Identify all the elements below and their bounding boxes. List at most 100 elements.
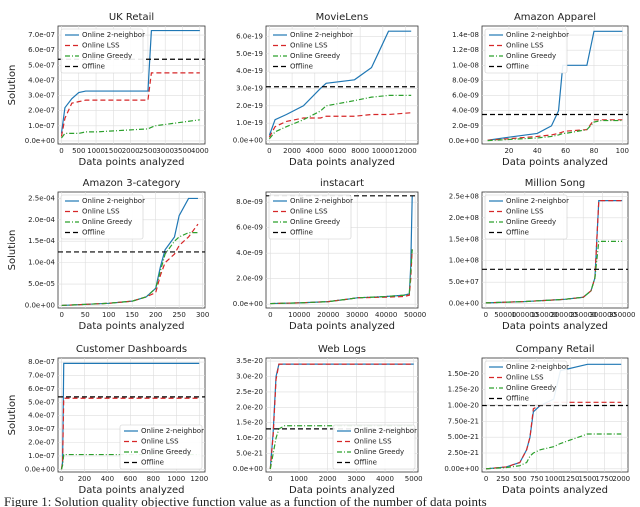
y-tick-label: 0.0e+00 bbox=[25, 301, 55, 309]
x-tick-label: 0 bbox=[484, 311, 488, 319]
x-tick-label: 1200 bbox=[190, 475, 208, 483]
y-tick-label: 0.0e+00 bbox=[233, 465, 263, 473]
y-tick-label: 8.0e-09 bbox=[236, 198, 263, 206]
legend-box bbox=[484, 194, 568, 240]
y-tick-label: 4.0e-19 bbox=[236, 67, 263, 75]
x-tick-label: 10000 bbox=[372, 147, 394, 155]
x-tick-label: 1000 bbox=[545, 475, 563, 483]
x-tick-label: 750 bbox=[530, 475, 543, 483]
legend-label: Online 2-neighbor bbox=[82, 197, 145, 205]
y-tick-label: 4.0e-09 bbox=[236, 249, 263, 257]
series-line bbox=[486, 433, 622, 470]
x-tick-label: 40 bbox=[533, 147, 542, 155]
chart-title: Customer Dashboards bbox=[76, 344, 187, 355]
x-tick-label: 100000 bbox=[511, 311, 538, 319]
legend-box bbox=[119, 424, 203, 470]
legend-label: Offline bbox=[290, 229, 313, 237]
x-axis-label: Data points analyzed bbox=[502, 485, 608, 496]
legend-box bbox=[484, 28, 568, 74]
x-tick-label: 0 bbox=[268, 475, 272, 483]
x-tick-label: 4000 bbox=[376, 475, 394, 483]
legend-label: Online Greedy bbox=[354, 448, 404, 456]
chart-title: instacart bbox=[320, 178, 364, 189]
y-tick-label: 5.00e-21 bbox=[448, 433, 479, 441]
y-tick-label: 5.0e-05 bbox=[28, 280, 55, 288]
legend-label: Online LSS bbox=[506, 374, 544, 382]
y-tick-label: 2.0e-04 bbox=[28, 216, 55, 224]
legend-label: Online 2-neighbor bbox=[141, 427, 204, 435]
x-tick-label: 50000 bbox=[494, 311, 516, 319]
x-tick-label: 800 bbox=[147, 475, 160, 483]
x-tick-label: 0 bbox=[484, 475, 488, 483]
series-line bbox=[268, 30, 412, 136]
y-tick-label: 2.0e-09 bbox=[452, 122, 479, 130]
y-tick-label: 5.0e+07 bbox=[449, 278, 479, 286]
series-line bbox=[60, 29, 200, 134]
y-axis-label: Solution bbox=[7, 395, 18, 436]
series-line bbox=[487, 119, 623, 142]
legend-label: Online LSS bbox=[290, 208, 328, 216]
y-axis-label: Solution bbox=[7, 65, 18, 106]
y-tick-label: 2.50e-21 bbox=[448, 449, 479, 457]
x-tick-label: 250 bbox=[172, 311, 185, 319]
x-axis-label: Data points analyzed bbox=[79, 321, 185, 332]
y-tick-label: 6.0e-09 bbox=[236, 224, 263, 232]
x-tick-label: 500 bbox=[513, 475, 526, 483]
y-tick-label: 7.0e-07 bbox=[28, 371, 55, 379]
y-tick-label: 1.4e-08 bbox=[452, 31, 479, 39]
y-tick-label: 7.0e-07 bbox=[28, 31, 55, 39]
series-line bbox=[486, 363, 622, 470]
x-tick-label: 3500 bbox=[174, 147, 192, 155]
legend-label: Offline bbox=[506, 63, 529, 71]
y-tick-label: 0.0e+00 bbox=[449, 300, 479, 308]
x-tick-label: 250 bbox=[496, 475, 509, 483]
y-tick-label: 1.25e-20 bbox=[448, 386, 479, 394]
chart-title: MovieLens bbox=[316, 12, 369, 23]
x-tick-label: 350000 bbox=[609, 311, 636, 319]
series-line bbox=[269, 425, 414, 470]
x-tick-label: 50 bbox=[81, 311, 90, 319]
series-line bbox=[485, 240, 623, 304]
y-tick-label: 6.0e-09 bbox=[452, 92, 479, 100]
legend-label: Online Greedy bbox=[290, 218, 340, 226]
x-tick-label: 200 bbox=[78, 475, 91, 483]
x-axis-label: Data points analyzed bbox=[502, 321, 608, 332]
y-tick-label: 6.0e-07 bbox=[28, 385, 55, 393]
x-tick-label: 0 bbox=[60, 311, 64, 319]
y-tick-label: 3.0e-20 bbox=[236, 372, 263, 380]
x-tick-label: 6000 bbox=[329, 147, 347, 155]
y-tick-label: 1.0e-19 bbox=[236, 119, 263, 127]
y-tick-label: 1.0e+08 bbox=[449, 257, 479, 265]
x-tick-label: 0 bbox=[268, 311, 272, 319]
x-axis-label: Data points analyzed bbox=[79, 485, 185, 496]
y-tick-label: 2.0e-07 bbox=[28, 107, 55, 115]
y-tick-label: 8.0e-09 bbox=[452, 76, 479, 84]
legend-label: Online LSS bbox=[82, 208, 120, 216]
x-tick-label: 1000 bbox=[167, 475, 185, 483]
x-tick-label: 1000 bbox=[87, 147, 105, 155]
y-tick-label: 0.0e+00 bbox=[233, 137, 263, 145]
y-axis-label: Solution bbox=[7, 230, 18, 271]
legend-label: Offline bbox=[354, 459, 377, 467]
y-tick-label: 5.0e-19 bbox=[236, 50, 263, 58]
legend-label: Online LSS bbox=[82, 42, 120, 50]
series-line bbox=[60, 72, 200, 137]
chart-title: Amazon Apparel bbox=[514, 12, 596, 23]
x-tick-label: 250000 bbox=[570, 311, 597, 319]
x-tick-label: 2000 bbox=[612, 475, 630, 483]
series-line bbox=[269, 363, 414, 469]
legend-label: Offline bbox=[82, 229, 105, 237]
y-tick-label: 7.50e-21 bbox=[448, 417, 479, 425]
legend-label: Offline bbox=[506, 229, 529, 237]
series-line bbox=[268, 112, 412, 138]
y-tick-label: 1.0e-08 bbox=[452, 61, 479, 69]
x-tick-label: 2000 bbox=[122, 147, 140, 155]
x-tick-label: 600 bbox=[124, 475, 137, 483]
x-tick-label: 12000 bbox=[394, 147, 416, 155]
x-tick-label: 1500 bbox=[579, 475, 597, 483]
legend-label: Offline bbox=[290, 63, 313, 71]
x-tick-label: 1000 bbox=[290, 475, 308, 483]
x-tick-label: 200 bbox=[149, 311, 162, 319]
y-tick-label: 1.0e-07 bbox=[28, 122, 55, 130]
